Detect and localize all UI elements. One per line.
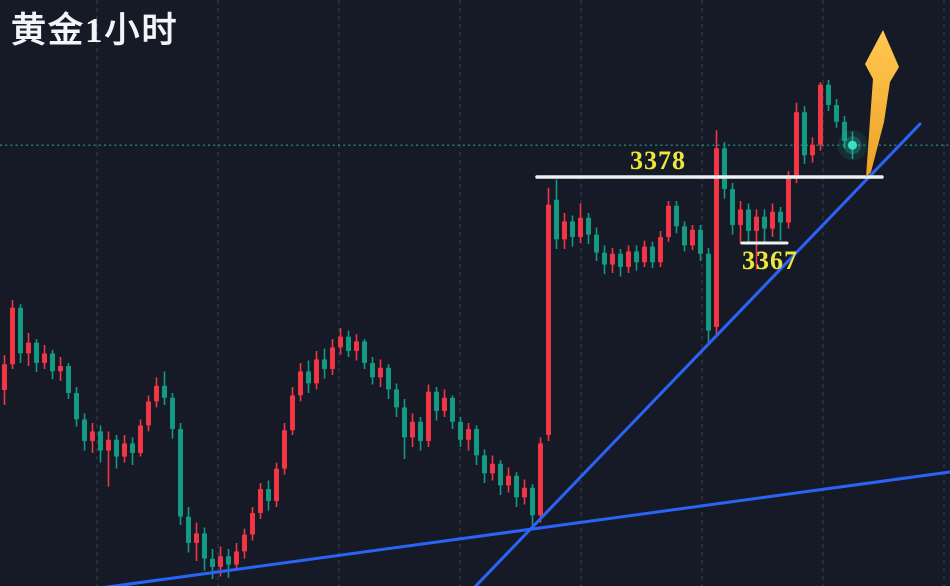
candles [2,79,855,579]
current-price-dot [837,130,868,161]
support-price-label: 3367 [742,246,798,275]
long-support-trendline[interactable] [100,470,950,586]
breakout-up-arrow[interactable] [865,30,899,177]
steep-support-trendline[interactable] [470,122,922,586]
resistance-price-label: 3378 [630,146,686,175]
grid-lines [96,0,945,586]
chart-title: 黄金1小时 [11,11,179,50]
